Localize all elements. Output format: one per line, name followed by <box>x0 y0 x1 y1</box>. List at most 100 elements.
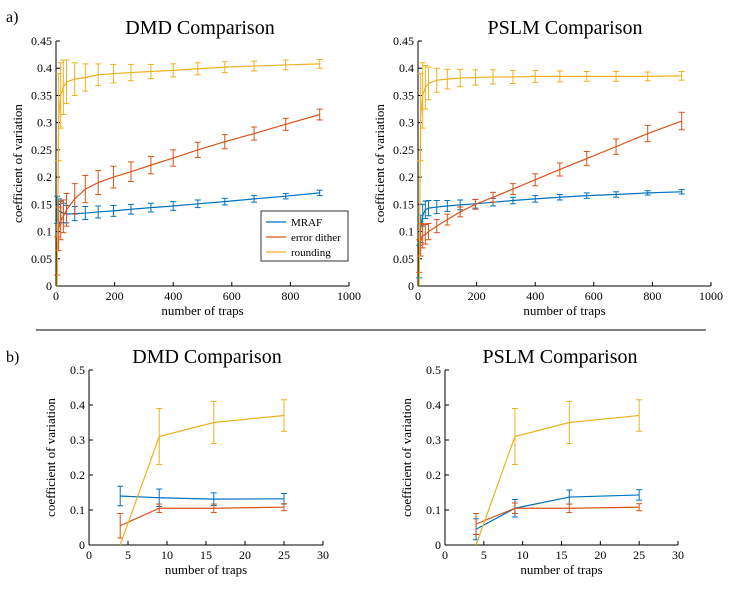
y-tick-label: 0.4 <box>399 61 414 75</box>
chart-b-dmd: DMD Comparison 0 0.1 0.2 0.3 0.4 0.5 0 5 10 15 20 25… <box>43 346 329 577</box>
x-tick-label: 5 <box>481 548 487 562</box>
x-tick-label: 25 <box>278 548 290 562</box>
x-tick-label: 0 <box>53 289 59 303</box>
y-tick-label: 0.2 <box>70 468 85 482</box>
x-tick-label: 0 <box>442 548 448 562</box>
x-tick-label: 600 <box>223 289 241 303</box>
y-tick-label: 0 <box>46 279 52 293</box>
x-tick-label: 0 <box>415 289 421 303</box>
y-tick-label: 0.3 <box>426 433 441 447</box>
chart-b-pslm: PSLM Comparison 0 0.1 0.2 0.3 0.4 0.5 0 5 10 15 20 2… <box>399 346 684 577</box>
x-tick-label: 20 <box>594 548 606 562</box>
y-tick-label: 0.4 <box>70 398 85 412</box>
y-tick-label: 0 <box>435 538 441 552</box>
y-axis-label: coefficient of variation <box>399 398 414 517</box>
legend: MRAF error dither rounding <box>260 210 349 262</box>
x-tick-label: 1000 <box>699 289 723 303</box>
y-tick-label: 0.3 <box>399 116 414 130</box>
series-MRAF <box>416 189 685 279</box>
y-tick-label: 0.1 <box>70 503 85 517</box>
chart-title: PSLM Comparison <box>482 346 637 368</box>
x-tick-label: 10 <box>161 548 173 562</box>
series-line <box>120 495 285 500</box>
y-axis-label: coefficient of variation <box>372 104 387 223</box>
y-tick-label: 0.1 <box>399 225 414 239</box>
x-tick-label: 400 <box>526 289 544 303</box>
y-tick-label: 0 <box>79 538 85 552</box>
series-error-dither <box>473 502 643 535</box>
chart-title: DMD Comparison <box>132 346 281 368</box>
x-tick-label: 15 <box>556 548 568 562</box>
chart-title: PSLM Comparison <box>487 17 642 39</box>
series-MRAF <box>117 485 287 507</box>
y-tick-label: 0 <box>408 279 414 293</box>
series-line <box>475 506 640 525</box>
x-axis-label: number of traps <box>523 303 605 318</box>
series-line <box>418 75 682 287</box>
x-axis-label: number of traps <box>161 303 243 318</box>
x-tick-label: 800 <box>281 289 299 303</box>
series-line <box>119 506 285 527</box>
x-tick-label: 25 <box>633 548 645 562</box>
y-tick-label: 0.3 <box>70 433 85 447</box>
y-tick-label: 0.45 <box>393 34 414 48</box>
y-tick-label: 0.25 <box>393 143 414 157</box>
chart-a-pslm: PSLM Comparison 0 0.05 0.1 0.15 0.2 0.25 0.3 0.3… <box>372 17 723 318</box>
y-tick-label: 0.35 <box>31 88 52 102</box>
x-tick-label: 600 <box>585 289 603 303</box>
x-axis-label: number of traps <box>520 562 602 577</box>
y-tick-label: 0.5 <box>70 363 85 377</box>
x-tick-label: 5 <box>125 548 131 562</box>
legend-label: MRAF <box>291 217 322 229</box>
series-line <box>418 120 682 257</box>
y-tick-label: 0.35 <box>393 88 414 102</box>
panel-label-a: a) <box>6 9 18 26</box>
series-error-dither <box>416 111 685 273</box>
y-tick-label: 0.45 <box>31 34 52 48</box>
plots-container: DMD Comparison00.050.10.150.20.250.30.35… <box>10 17 723 577</box>
y-tick-label: 0.05 <box>31 252 52 266</box>
x-axis-label: number of traps <box>165 562 247 577</box>
y-tick-label: 0.1 <box>426 503 441 517</box>
y-tick-label: 0.2 <box>426 468 441 482</box>
y-tick-label: 0.15 <box>31 197 52 211</box>
x-tick-label: 30 <box>672 548 684 562</box>
series-line <box>475 414 640 546</box>
y-tick-label: 0.25 <box>31 143 52 157</box>
series-line <box>418 191 682 262</box>
series-rounding <box>119 399 287 546</box>
x-tick-label: 30 <box>317 548 329 562</box>
y-tick-label: 0.5 <box>426 363 441 377</box>
y-tick-label: 0.2 <box>37 170 52 184</box>
y-tick-label: 0.4 <box>37 61 52 75</box>
y-axis-label: coefficient of variation <box>10 104 25 223</box>
x-tick-label: 0 <box>86 548 92 562</box>
series-rounding <box>475 399 643 546</box>
x-tick-label: 1000 <box>337 289 361 303</box>
x-tick-label: 10 <box>517 548 529 562</box>
y-tick-label: 0.3 <box>37 116 52 130</box>
series-error-dither <box>117 503 287 539</box>
series-rounding <box>417 62 685 287</box>
x-tick-label: 15 <box>200 548 212 562</box>
y-axis-label: coefficient of variation <box>43 398 58 517</box>
x-tick-label: 20 <box>239 548 251 562</box>
chart-title: DMD Comparison <box>125 17 274 39</box>
y-tick-label: 0.1 <box>37 225 52 239</box>
series-line <box>475 494 640 530</box>
y-tick-label: 0.4 <box>426 398 441 412</box>
x-tick-label: 400 <box>164 289 182 303</box>
legend-label: error dither <box>291 232 341 244</box>
legend-box <box>260 210 349 262</box>
x-tick-label: 800 <box>643 289 661 303</box>
legend-label: rounding <box>291 247 331 259</box>
chart-a-dmd: DMD Comparison 0 0.05 0.1 0.15 0.2 0.25 0.3 0.35… <box>10 17 361 318</box>
y-tick-label: 0.15 <box>393 197 414 211</box>
x-tick-label: 200 <box>468 289 486 303</box>
series-rounding <box>55 59 323 287</box>
series-line <box>119 414 285 546</box>
y-tick-label: 0.05 <box>393 252 414 266</box>
y-tick-label: 0.2 <box>399 170 414 184</box>
x-tick-label: 200 <box>106 289 124 303</box>
